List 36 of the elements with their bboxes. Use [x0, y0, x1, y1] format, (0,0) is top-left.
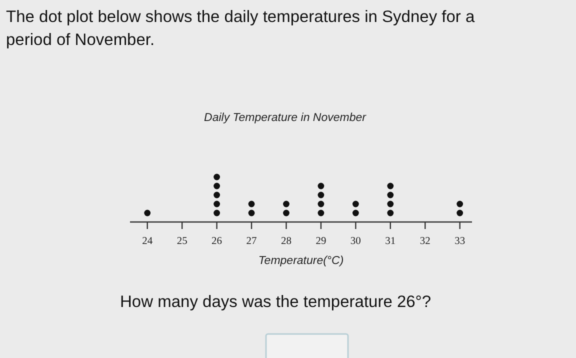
x-axis-title: Temperature(°C): [258, 255, 344, 267]
x-tick-label: 26: [212, 236, 222, 247]
point: [456, 200, 464, 208]
point: [214, 174, 220, 180]
point: [214, 200, 220, 208]
x-tick-label: 25: [176, 236, 188, 247]
text: How many days was the temperature 26°?: [120, 293, 432, 311]
point: [456, 210, 464, 216]
point: [214, 210, 220, 216]
x-tick-label: 28: [280, 236, 292, 247]
point: [352, 200, 359, 208]
point: [144, 210, 151, 216]
point: [318, 182, 324, 190]
text: The dot plot below shows the daily temperatures in Sydney for a period of November.: [6, 8, 476, 49]
point: [387, 200, 394, 208]
x-tick-label: 32: [420, 236, 430, 247]
x-tick-label: 24: [142, 236, 154, 247]
point: [387, 210, 394, 216]
point: [318, 210, 324, 216]
point: [283, 210, 290, 216]
point: [214, 182, 220, 190]
point: [387, 182, 394, 190]
x-tick-label: 31: [385, 236, 396, 247]
point: [318, 200, 324, 208]
x-tick-label: 27: [246, 236, 257, 247]
point: [248, 210, 255, 216]
x-tick-label: 29: [316, 236, 326, 247]
point: [387, 192, 394, 198]
point: [283, 200, 290, 208]
chart-title: Daily Temperature in November: [204, 112, 368, 124]
point: [318, 192, 324, 198]
point: [214, 192, 220, 198]
x-tick-label: 30: [350, 236, 361, 247]
point: [248, 200, 255, 208]
x-tick-label: 33: [454, 236, 466, 247]
point: [352, 210, 359, 216]
